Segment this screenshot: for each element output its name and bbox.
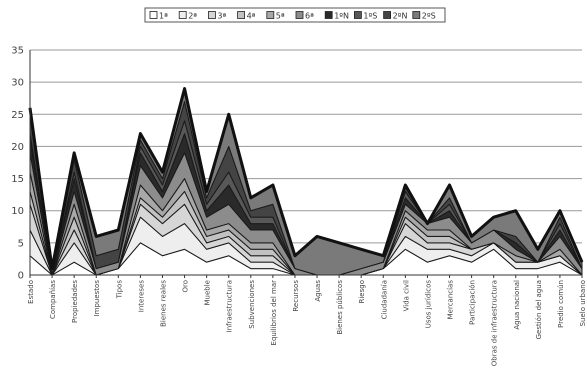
x-tick-label: Mueble [204,280,212,305]
y-tick-label: 30 [11,78,24,89]
legend-swatch [383,11,392,19]
y-tick-label: 20 [11,142,24,153]
legend-label: 1ºN [334,12,349,21]
x-tick-label: Bienes públicos [336,280,344,335]
legend-swatch [353,11,362,19]
x-tick-label: Impuestos [93,280,101,317]
x-tick-label: Estado [27,280,35,304]
x-axis-ticks: Estado Compañías Propiedades Impuestos Tipos… [27,275,587,366]
legend: 1ª 2ª 3ª 4ª 5ª 6ª 1ºN 1ºS 2ºN 2ºS [144,7,446,23]
legend-swatch [295,11,304,19]
x-tick-label: Tipos [115,280,123,300]
y-tick-label: 10 [11,206,24,217]
legend-swatch [324,11,333,19]
x-tick-label: Aguas [314,280,322,302]
legend-label: 4ª [247,12,256,21]
y-tick-label: 5 [18,238,24,249]
legend-label: 2ºS [422,12,436,21]
x-tick-label: Intereses [137,280,145,313]
x-tick-label: Bienes reales [159,280,167,327]
x-tick-label: Recursos [292,280,300,312]
x-tick-label: Vida civil [402,280,410,311]
x-tick-label: Oro [182,280,190,293]
legend-swatch [266,11,275,19]
legend-swatch [207,11,216,19]
x-tick-label: Compañías [49,280,57,319]
legend-label: 6ª [305,12,314,21]
total-outline [28,87,584,271]
legend-label: 2ºN [393,12,408,21]
x-tick-label: Subvenciones [248,280,256,329]
x-tick-label: Mercancías [447,280,455,320]
x-tick-label: Infraestructura [226,280,234,332]
legend-swatch [237,11,246,19]
x-tick-label: Agua nacional [513,280,521,330]
x-tick-label: Obras de infraestructura [491,280,499,366]
x-tick-label: Usos jurídicos [424,280,432,329]
x-tick-label: Equilibrios del mar [270,280,278,346]
legend-swatch [412,11,421,19]
x-tick-label: Predio común [557,280,565,328]
y-tick-label: 15 [11,174,24,185]
x-tick-label: Gestión del agua [535,280,543,339]
y-tick-label: 0 [18,271,24,282]
legend-label: 1ª [159,12,168,21]
legend-label: 5ª [276,12,285,21]
x-tick-label: Ciudadanía [380,280,388,319]
x-tick-label: Suelo urbano [579,280,587,326]
y-tick-label: 25 [11,110,24,121]
legend-swatch [178,11,187,19]
y-tick-label: 35 [11,46,24,57]
x-tick-label: Riesgo [358,280,366,304]
y-axis-ticks: 0 5 10 15 20 25 30 35 [11,46,24,282]
legend-swatch [149,11,158,19]
legend-label: 1ºS [363,12,377,21]
x-tick-label: Participación [469,280,477,325]
axes [29,50,582,276]
x-tick-label: Propiedades [71,280,79,323]
legend-label: 3ª [217,12,226,21]
legend-label: 2ª [188,12,197,21]
legend-frame [144,7,446,23]
